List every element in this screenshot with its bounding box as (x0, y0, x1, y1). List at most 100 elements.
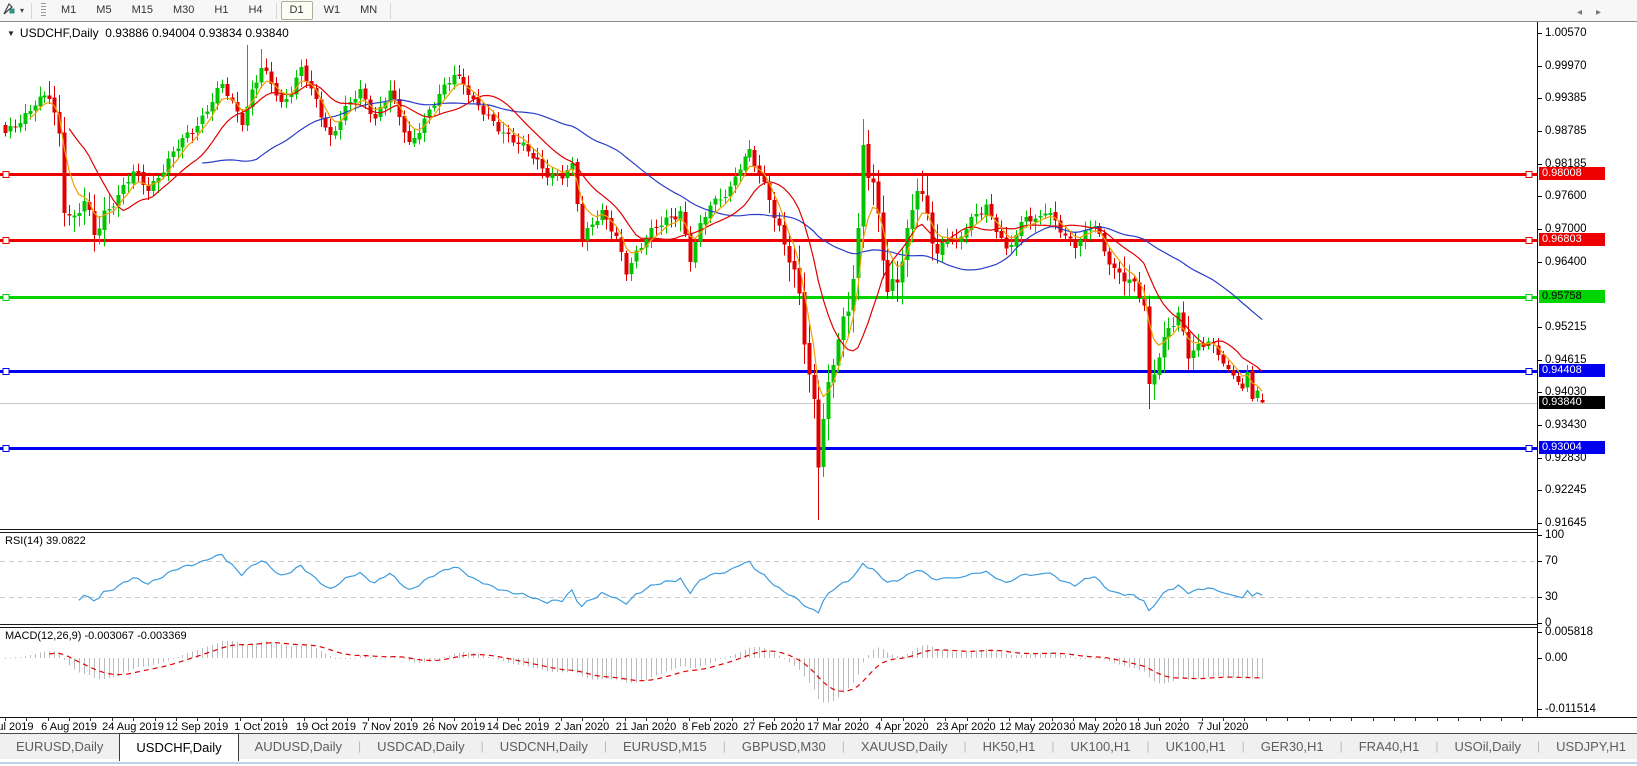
date-tick-label: 18 Jun 2020 (1128, 721, 1190, 733)
timeframe-button-h1[interactable]: H1 (214, 4, 229, 16)
tab-scroll-arrows[interactable]: ◂▸ (1577, 7, 1615, 18)
axis-tick-mark (1538, 623, 1542, 624)
time-tick-mark (1287, 718, 1288, 721)
chart-tab-xauusd-daily[interactable]: XAUUSD,Daily (860, 739, 948, 754)
axis-tick-mark (1538, 66, 1542, 67)
rsi-indicator-panel[interactable]: RSI(14) 39.0822 (0, 533, 1537, 624)
chart-tab-uk100-h1[interactable]: UK100,H1 (1165, 739, 1226, 754)
chart-tab-usdchf-daily[interactable]: USDCHF,Daily (119, 733, 239, 761)
time-tick-mark (753, 718, 754, 721)
chart-tab-gbpusd-m30[interactable]: GBPUSD,M30 (741, 739, 826, 754)
tab-scroll-left-icon[interactable]: ◂ (1576, 7, 1596, 18)
axis-tick-mark (1538, 360, 1542, 361)
axis-tick-mark (1538, 458, 1542, 459)
date-tick-label: 2 Jan 2020 (554, 721, 610, 733)
chart-tab-usdcnh-daily[interactable]: USDCNH,Daily (499, 739, 588, 754)
price-tick-label: 0.92830 (1545, 452, 1587, 464)
time-tick-mark (1138, 718, 1139, 721)
axis-tick-mark (1538, 535, 1542, 536)
timeframe-button-m1[interactable]: M1 (61, 4, 77, 16)
date-tick-label: 24 Aug 2019 (102, 721, 164, 733)
axis-tick-mark (1538, 392, 1542, 393)
macd-tick-label: -0.011514 (1545, 703, 1596, 715)
cursor-tool-button[interactable]: ▾ (0, 0, 28, 21)
axis-tick-mark (1538, 632, 1542, 633)
time-tick-mark (689, 718, 690, 721)
date-tick-label: 19 Oct 2019 (296, 721, 356, 733)
tab-divider: | (1339, 739, 1343, 753)
macd-indicator-panel[interactable]: MACD(12,26,9) -0.003067 -0.003369 (0, 628, 1537, 716)
level-price-tag: 0.96803 (1539, 233, 1605, 246)
time-tick-mark (1309, 718, 1310, 721)
time-tick-mark (860, 718, 861, 721)
panel-splitter[interactable] (0, 624, 1537, 628)
time-tick-mark (667, 718, 668, 721)
tab-divider: | (1146, 739, 1150, 753)
chart-tab-hk50-h1[interactable]: HK50,H1 (982, 739, 1036, 754)
time-tick-mark (1009, 718, 1010, 721)
timeframe-buttons: M1 M5 M15 M30 H1 H4 D1 W1 MN (51, 1, 387, 20)
level-price-tag: 0.93004 (1539, 441, 1605, 454)
axis-tick-mark (1538, 597, 1542, 598)
time-tick-mark (1244, 718, 1245, 721)
axis-tick-mark (1538, 561, 1542, 562)
timeframe-button-w1[interactable]: W1 (323, 4, 341, 16)
price-tick-label: 0.96400 (1545, 256, 1587, 268)
tab-divider: | (603, 739, 607, 753)
price-tick-label: 0.99970 (1545, 60, 1587, 72)
price-axis[interactable]: 1.00570 0.99970 0.99385 0.98785 0.98185 0.976… (1537, 22, 1637, 717)
price-chart-panel[interactable]: ▼ USDCHF,Daily 0.93886 0.94004 0.93834 0.… (0, 22, 1537, 529)
price-tick-label: 0.97000 (1545, 223, 1587, 235)
time-tick-mark (304, 718, 305, 721)
tab-divider: | (722, 739, 726, 753)
toolbar-drag-handle[interactable] (41, 3, 47, 18)
axis-tick-mark (1538, 490, 1542, 491)
time-tick-mark (219, 718, 220, 721)
timeframe-button-mn[interactable]: MN (360, 4, 378, 16)
timeframe-button-m5[interactable]: M5 (96, 4, 112, 16)
time-tick-mark (1437, 718, 1438, 721)
window-bottom-strip (0, 759, 1637, 766)
timeframe-button-m15[interactable]: M15 (131, 4, 153, 16)
chart-tab-eurusd-daily[interactable]: EURUSD,Daily (16, 739, 104, 754)
timeframe-button-h4[interactable]: H4 (248, 4, 263, 16)
time-tick-mark (945, 718, 946, 721)
time-tick-mark (1266, 718, 1267, 721)
price-tick-label: 0.98785 (1545, 125, 1587, 137)
time-tick-mark (1031, 718, 1032, 721)
time-tick-mark (475, 718, 476, 721)
time-tick-mark (69, 718, 70, 721)
chart-tab-audusd-daily[interactable]: AUDUSD,Daily (254, 739, 343, 754)
rsi-tick-label: 100 (1545, 529, 1565, 541)
time-tick-mark (1052, 718, 1053, 721)
time-tick-mark (732, 718, 733, 721)
chart-tab-uk100-h1[interactable]: UK100,H1 (1070, 739, 1131, 754)
time-tick-mark (1373, 718, 1374, 721)
time-tick-mark (240, 718, 241, 721)
tab-scroll-right-icon[interactable]: ▸ (1595, 7, 1615, 18)
price-tick-label: 1.00570 (1545, 27, 1587, 39)
chart-tab-usdjpy-h1[interactable]: USDJPY,H1 (1556, 739, 1626, 754)
chart-tab-fra40-h1[interactable]: FRA40,H1 (1358, 739, 1420, 754)
chart-tab-ger30-h1[interactable]: GER30,H1 (1260, 739, 1324, 754)
timeframe-button-m30[interactable]: M30 (172, 4, 195, 16)
date-tick-label: 1 Oct 2019 (234, 721, 288, 733)
axis-tick-mark (1538, 164, 1542, 165)
time-tick-mark (988, 718, 989, 721)
chart-tab-usdcad-daily[interactable]: USDCAD,Daily (377, 739, 465, 754)
tab-divider: | (1537, 739, 1541, 753)
rsi-indicator-label: RSI(14) 39.0822 (5, 535, 86, 547)
chart-tab-usoil-daily[interactable]: USOil,Daily (1454, 739, 1522, 754)
timeframe-button-d1[interactable]: D1 (280, 1, 313, 20)
date-tick-label: 21 Jan 2020 (615, 721, 677, 733)
time-tick-mark (625, 718, 626, 721)
time-tick-mark (5, 718, 6, 721)
time-tick-mark (646, 718, 647, 721)
time-tick-mark (368, 718, 369, 721)
price-tick-label: 0.99385 (1545, 92, 1587, 104)
chart-tab-eurusd-m15[interactable]: EURUSD,M15 (622, 739, 707, 754)
panel-splitter[interactable] (0, 529, 1537, 533)
date-tick-label: 7 Nov 2019 (361, 721, 419, 733)
date-tick-label: 17 Mar 2020 (807, 721, 869, 733)
